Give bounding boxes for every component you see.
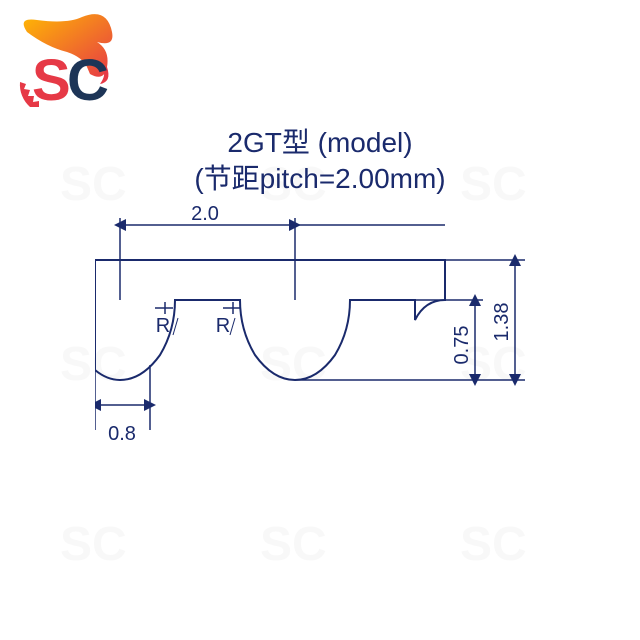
dim-radius-left: R [156,315,170,337]
dim-total-thickness: 1.38 [491,303,513,342]
brand-logo: S C [12,12,132,122]
belt-profile-path [95,260,445,380]
belt-profile-diagram: 2.0 0.8 R R 0.75 1.38 [95,200,545,460]
dim-tooth-width: 0.8 [108,423,136,445]
svg-text:S: S [32,48,71,113]
title-block: 2GT型 (model) (节距pitch=2.00mm) [0,125,640,198]
dim-tooth-depth: 0.75 [451,326,473,365]
dim-radius-right: R [216,315,230,337]
title-line2: (节距pitch=2.00mm) [0,161,640,197]
title-line1: 2GT型 (model) [0,125,640,161]
dim-pitch: 2.0 [191,203,219,225]
svg-text:C: C [67,48,109,113]
